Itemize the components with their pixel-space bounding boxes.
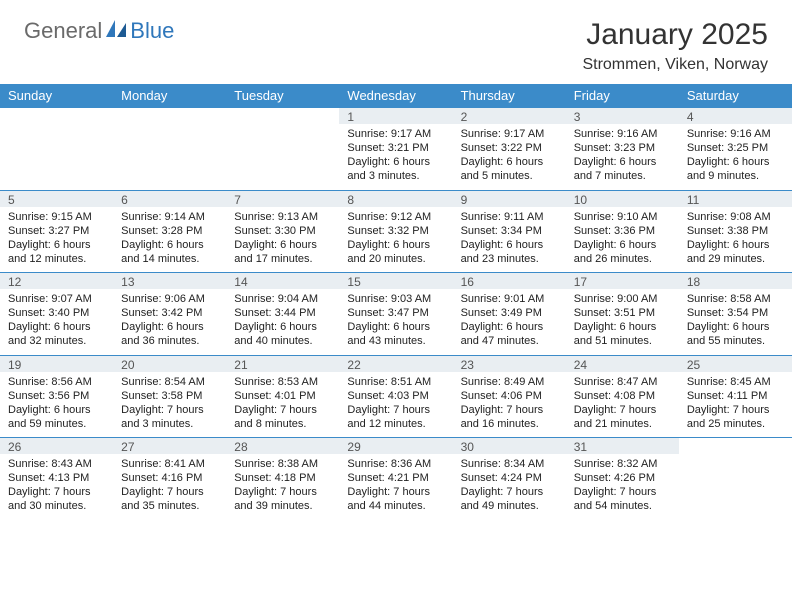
day-number-cell — [0, 108, 113, 125]
day-data-cell: Sunrise: 8:56 AMSunset: 3:56 PMDaylight:… — [0, 372, 113, 438]
day-number-cell: 1 — [339, 108, 452, 125]
weekday-header: Saturday — [679, 84, 792, 108]
page-title: January 2025 — [582, 18, 768, 52]
day-number-cell: 16 — [453, 273, 566, 290]
day-data-cell: Sunrise: 9:06 AMSunset: 3:42 PMDaylight:… — [113, 289, 226, 355]
day-data-cell: Sunrise: 9:15 AMSunset: 3:27 PMDaylight:… — [0, 207, 113, 273]
day-data-cell: Sunrise: 9:08 AMSunset: 3:38 PMDaylight:… — [679, 207, 792, 273]
day-number-cell: 17 — [566, 273, 679, 290]
logo-text-blue: Blue — [130, 18, 174, 44]
day-data-cell: Sunrise: 8:47 AMSunset: 4:08 PMDaylight:… — [566, 372, 679, 438]
day-number-cell: 20 — [113, 355, 226, 372]
day-number-cell: 21 — [226, 355, 339, 372]
day-data-cell: Sunrise: 8:51 AMSunset: 4:03 PMDaylight:… — [339, 372, 452, 438]
day-data-cell: Sunrise: 9:10 AMSunset: 3:36 PMDaylight:… — [566, 207, 679, 273]
calendar-body: 1234Sunrise: 9:17 AMSunset: 3:21 PMDayli… — [0, 108, 792, 521]
day-data-cell — [113, 124, 226, 190]
day-data-cell: Sunrise: 8:53 AMSunset: 4:01 PMDaylight:… — [226, 372, 339, 438]
day-number-cell: 12 — [0, 273, 113, 290]
weekday-header-row: SundayMondayTuesdayWednesdayThursdayFrid… — [0, 84, 792, 108]
weekday-header: Friday — [566, 84, 679, 108]
day-data-cell: Sunrise: 8:36 AMSunset: 4:21 PMDaylight:… — [339, 454, 452, 520]
day-data-cell: Sunrise: 9:17 AMSunset: 3:22 PMDaylight:… — [453, 124, 566, 190]
day-number-cell: 30 — [453, 438, 566, 455]
day-data-cell: Sunrise: 8:38 AMSunset: 4:18 PMDaylight:… — [226, 454, 339, 520]
weekday-header: Monday — [113, 84, 226, 108]
day-data-row: Sunrise: 9:07 AMSunset: 3:40 PMDaylight:… — [0, 289, 792, 355]
day-data-cell: Sunrise: 9:07 AMSunset: 3:40 PMDaylight:… — [0, 289, 113, 355]
day-number-cell: 31 — [566, 438, 679, 455]
day-number-cell: 22 — [339, 355, 452, 372]
day-data-row: Sunrise: 9:15 AMSunset: 3:27 PMDaylight:… — [0, 207, 792, 273]
day-number-cell: 13 — [113, 273, 226, 290]
day-number-cell: 7 — [226, 190, 339, 207]
day-data-cell: Sunrise: 8:41 AMSunset: 4:16 PMDaylight:… — [113, 454, 226, 520]
day-number-row: 19202122232425 — [0, 355, 792, 372]
day-data-cell — [0, 124, 113, 190]
day-number-cell: 19 — [0, 355, 113, 372]
weekday-header: Thursday — [453, 84, 566, 108]
day-number-cell: 14 — [226, 273, 339, 290]
weekday-header: Sunday — [0, 84, 113, 108]
day-data-cell: Sunrise: 9:16 AMSunset: 3:25 PMDaylight:… — [679, 124, 792, 190]
day-number-cell — [679, 438, 792, 455]
day-data-row: Sunrise: 8:56 AMSunset: 3:56 PMDaylight:… — [0, 372, 792, 438]
day-data-cell: Sunrise: 8:45 AMSunset: 4:11 PMDaylight:… — [679, 372, 792, 438]
day-data-cell: Sunrise: 9:11 AMSunset: 3:34 PMDaylight:… — [453, 207, 566, 273]
day-number-row: 12131415161718 — [0, 273, 792, 290]
day-data-cell — [679, 454, 792, 520]
day-number-cell: 4 — [679, 108, 792, 125]
day-data-cell: Sunrise: 8:54 AMSunset: 3:58 PMDaylight:… — [113, 372, 226, 438]
day-number-cell: 10 — [566, 190, 679, 207]
title-block: January 2025 Strommen, Viken, Norway — [582, 18, 768, 74]
logo-text-general: General — [24, 18, 102, 44]
day-number-row: 567891011 — [0, 190, 792, 207]
day-data-cell: Sunrise: 9:12 AMSunset: 3:32 PMDaylight:… — [339, 207, 452, 273]
day-number-cell: 24 — [566, 355, 679, 372]
day-number-cell: 8 — [339, 190, 452, 207]
day-number-cell: 11 — [679, 190, 792, 207]
day-number-cell: 15 — [339, 273, 452, 290]
day-number-cell: 25 — [679, 355, 792, 372]
weekday-header: Wednesday — [339, 84, 452, 108]
logo: General Blue — [24, 18, 174, 44]
day-data-cell: Sunrise: 9:13 AMSunset: 3:30 PMDaylight:… — [226, 207, 339, 273]
day-data-cell: Sunrise: 9:01 AMSunset: 3:49 PMDaylight:… — [453, 289, 566, 355]
day-number-cell — [113, 108, 226, 125]
day-data-cell: Sunrise: 8:32 AMSunset: 4:26 PMDaylight:… — [566, 454, 679, 520]
day-number-cell — [226, 108, 339, 125]
day-data-row: Sunrise: 9:17 AMSunset: 3:21 PMDaylight:… — [0, 124, 792, 190]
day-number-cell: 27 — [113, 438, 226, 455]
day-data-cell: Sunrise: 9:04 AMSunset: 3:44 PMDaylight:… — [226, 289, 339, 355]
day-data-cell: Sunrise: 9:14 AMSunset: 3:28 PMDaylight:… — [113, 207, 226, 273]
day-number-cell: 3 — [566, 108, 679, 125]
day-data-cell: Sunrise: 9:16 AMSunset: 3:23 PMDaylight:… — [566, 124, 679, 190]
day-number-cell: 9 — [453, 190, 566, 207]
day-data-row: Sunrise: 8:43 AMSunset: 4:13 PMDaylight:… — [0, 454, 792, 520]
day-number-cell: 29 — [339, 438, 452, 455]
day-data-cell: Sunrise: 8:34 AMSunset: 4:24 PMDaylight:… — [453, 454, 566, 520]
header: General Blue January 2025 Strommen, Vike… — [0, 0, 792, 78]
day-number-cell: 28 — [226, 438, 339, 455]
sail-icon — [106, 20, 128, 43]
day-data-cell: Sunrise: 9:17 AMSunset: 3:21 PMDaylight:… — [339, 124, 452, 190]
day-number-cell: 26 — [0, 438, 113, 455]
day-number-cell: 6 — [113, 190, 226, 207]
calendar-table: SundayMondayTuesdayWednesdayThursdayFrid… — [0, 84, 792, 520]
page-subtitle: Strommen, Viken, Norway — [582, 56, 768, 74]
day-data-cell: Sunrise: 9:00 AMSunset: 3:51 PMDaylight:… — [566, 289, 679, 355]
day-data-cell — [226, 124, 339, 190]
day-number-row: 1234 — [0, 108, 792, 125]
weekday-header: Tuesday — [226, 84, 339, 108]
day-number-cell: 5 — [0, 190, 113, 207]
day-number-row: 262728293031 — [0, 438, 792, 455]
day-data-cell: Sunrise: 8:58 AMSunset: 3:54 PMDaylight:… — [679, 289, 792, 355]
day-number-cell: 2 — [453, 108, 566, 125]
day-data-cell: Sunrise: 9:03 AMSunset: 3:47 PMDaylight:… — [339, 289, 452, 355]
day-number-cell: 18 — [679, 273, 792, 290]
day-number-cell: 23 — [453, 355, 566, 372]
day-data-cell: Sunrise: 8:43 AMSunset: 4:13 PMDaylight:… — [0, 454, 113, 520]
day-data-cell: Sunrise: 8:49 AMSunset: 4:06 PMDaylight:… — [453, 372, 566, 438]
